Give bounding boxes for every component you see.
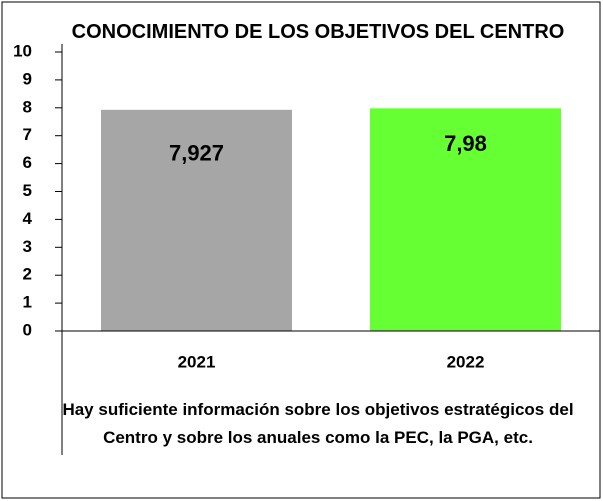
- chart-title: CONOCIMIENTO DE LOS OBJETIVOS DEL CENTRO: [71, 21, 565, 43]
- y-tick-label: 2: [23, 265, 32, 284]
- bar: [101, 109, 292, 331]
- y-tick-label: 1: [23, 293, 32, 312]
- y-tick-label: 8: [23, 97, 32, 116]
- y-tick-label: 3: [23, 237, 32, 256]
- data-label: 7,927: [169, 141, 224, 166]
- x-tick-label: 2021: [178, 352, 216, 371]
- y-tick-label: 7: [23, 125, 32, 144]
- y-tick-label: 5: [23, 181, 32, 200]
- data-label: 7,98: [444, 131, 487, 156]
- y-tick-label: 6: [23, 153, 32, 172]
- y-tick-label: 4: [23, 209, 33, 228]
- y-tick-label: 0: [23, 320, 32, 339]
- x-tick-label: 2022: [447, 352, 485, 371]
- y-tick-label: 9: [23, 69, 32, 88]
- bar: [370, 108, 561, 331]
- x-axis-label: Hay suficiente información sobre los obj…: [62, 400, 574, 447]
- y-tick-label: 10: [13, 41, 32, 60]
